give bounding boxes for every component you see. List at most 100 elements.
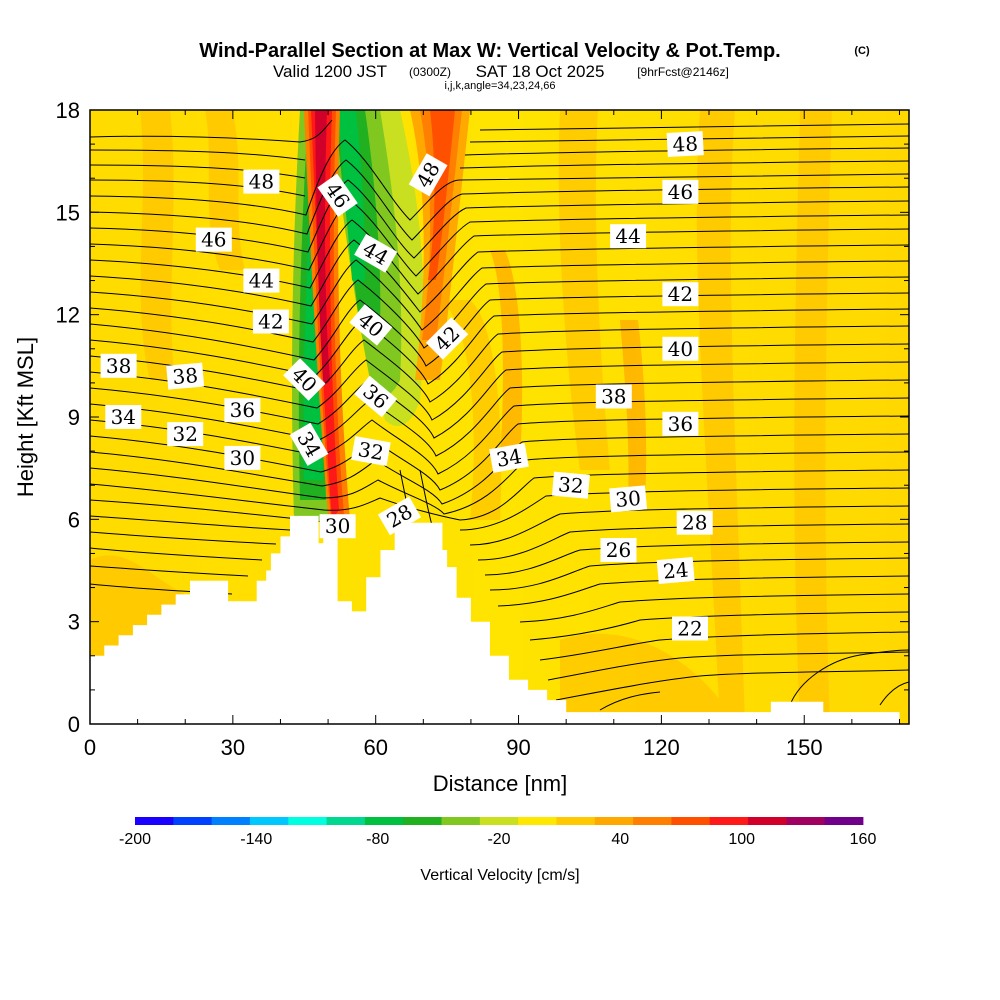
contour-label-text: 26 <box>606 538 631 562</box>
colorbar-tick-label: -200 <box>119 831 151 848</box>
contour-label-text: 22 <box>677 617 702 641</box>
contour-label: 30 <box>224 445 261 470</box>
contour-label-text: 38 <box>601 385 626 409</box>
valid-time-label: Valid 1200 JST <box>273 62 387 81</box>
contour-label-text: 48 <box>672 131 699 156</box>
colorbar-swatch <box>364 817 404 825</box>
y-tick-label: 15 <box>56 200 80 225</box>
x-axis: 0 30 60 90 120 150 <box>84 110 900 760</box>
x-tick-label: 30 <box>221 735 245 760</box>
valid-utc-label: (0300Z) <box>409 65 451 79</box>
y-tick-label: 0 <box>68 712 80 737</box>
colorbar-swatch <box>748 817 787 825</box>
colorbar-swatch <box>173 817 213 825</box>
colorbar-swatch <box>556 817 596 825</box>
colorbar-swatch <box>403 817 442 825</box>
x-tick-label: 90 <box>506 735 530 760</box>
contour-label-text: 30 <box>614 486 641 512</box>
colorbar-swatch <box>633 817 672 825</box>
contour-label-text: 48 <box>249 170 274 194</box>
contour-label-text: 32 <box>356 437 385 465</box>
colorbar-swatch <box>135 817 174 825</box>
contour-label-text: 38 <box>171 363 198 389</box>
contour-label: 36 <box>224 398 261 423</box>
y-tick-label: 3 <box>68 610 80 635</box>
colorbar-tick-label: -80 <box>366 831 389 848</box>
contour-label-text: 42 <box>668 282 693 306</box>
valid-date-label: SAT 18 Oct 2025 <box>476 62 605 81</box>
colorbar-swatch <box>824 817 864 825</box>
contour-label-text: 46 <box>201 228 226 252</box>
contour-label-text: 46 <box>668 180 693 204</box>
colorbar-swatch <box>249 817 289 825</box>
contour-label: 32 <box>351 436 391 467</box>
colorbar-tick-label: 160 <box>850 831 877 848</box>
colorbar-swatch <box>479 817 519 825</box>
weak-ascent-region <box>440 300 502 520</box>
contour-label: 24 <box>656 556 695 585</box>
contour-label: 42 <box>662 282 699 307</box>
colorbar-swatch <box>786 817 826 825</box>
colorbar-swatch <box>594 817 634 825</box>
contour-label: 36 <box>662 411 699 436</box>
copyright-mark: (C) <box>854 45 870 57</box>
x-tick-label: 120 <box>643 735 680 760</box>
contour-label-text: 44 <box>249 269 274 293</box>
weak-ascent-region <box>558 110 610 470</box>
contour-label: 34 <box>105 405 142 429</box>
updraft-east-core <box>428 110 455 280</box>
contour-label-text: 24 <box>662 557 689 583</box>
colorbar-swatch <box>326 817 366 825</box>
colorbar-tick-label: -20 <box>487 831 510 848</box>
contour-label: 32 <box>551 471 590 499</box>
colorbar-swatch <box>288 817 327 825</box>
colorbar-tick-label: 40 <box>611 831 629 848</box>
moderate-ascent-region <box>620 320 647 500</box>
contour-label: 40 <box>662 336 699 361</box>
contour-label: 38 <box>595 384 632 409</box>
colorbar-swatch <box>518 817 557 825</box>
colorbar-title: Vertical Velocity [cm/s] <box>420 867 579 884</box>
x-tick-label: 0 <box>84 735 96 760</box>
contour-label: 34 <box>489 442 529 473</box>
x-tick-label: 150 <box>786 735 823 760</box>
moderate-ascent-region <box>490 250 523 460</box>
chart-title: Wind-Parallel Section at Max W: Vertical… <box>199 40 780 62</box>
weak-ascent-region <box>140 110 175 380</box>
contour-label: 30 <box>609 485 648 513</box>
colorbar-swatch <box>671 817 711 825</box>
y-tick-label: 6 <box>68 507 80 532</box>
contour-label: 44 <box>610 224 647 249</box>
contour-label: 30 <box>319 514 356 539</box>
x-tick-label: 60 <box>363 735 387 760</box>
colorbar: -200 -140 -80 -20 40 100 160 <box>119 817 876 848</box>
contour-label-text: 40 <box>668 337 693 361</box>
contour-label-text: 36 <box>230 398 255 422</box>
contour-label: 48 <box>666 131 704 158</box>
colorbar-swatch <box>441 817 481 825</box>
colorbar-tick-label: -140 <box>240 831 272 848</box>
weak-ascent-region <box>560 633 720 724</box>
updraft-core-max <box>315 110 330 384</box>
colorbar-swatch <box>709 817 749 825</box>
contour-label-text: 38 <box>106 354 131 378</box>
contour-label: 22 <box>672 616 708 641</box>
contour-label: 48 <box>243 169 280 194</box>
contour-label: 42 <box>252 309 289 334</box>
terrain <box>90 515 900 724</box>
contour-label-text: 44 <box>615 224 640 248</box>
contour-label-text: 32 <box>172 422 197 446</box>
contour-label: 32 <box>167 422 204 447</box>
y-tick-label: 12 <box>56 303 80 328</box>
contour-label-text: 34 <box>111 405 136 429</box>
contour-label-text: 34 <box>494 444 523 472</box>
contour-label-text: 32 <box>557 472 584 498</box>
colorbar-tick-label: 100 <box>728 831 755 848</box>
contour-label: 38 <box>166 362 205 390</box>
contour-label: 46 <box>195 227 232 252</box>
contour-label-text: 42 <box>258 310 283 334</box>
